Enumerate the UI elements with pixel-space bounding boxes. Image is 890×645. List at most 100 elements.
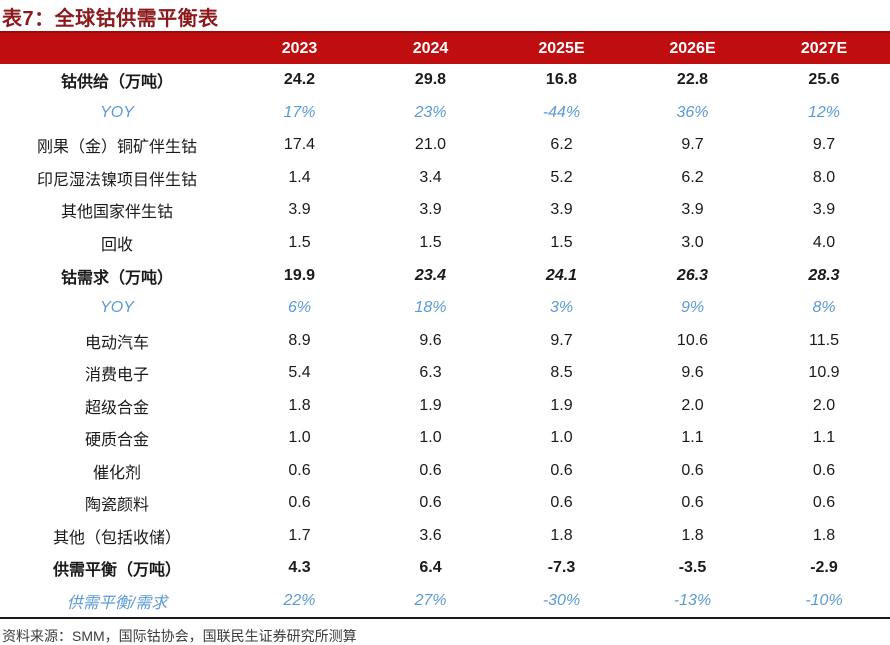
cell-value: 23.4 xyxy=(414,266,447,284)
cell-value: 1.1 xyxy=(681,429,704,447)
row-label: YOY xyxy=(100,103,134,121)
cell-value: 24.2 xyxy=(283,71,316,89)
cell-value: 1.5 xyxy=(419,234,442,251)
table-body: 钴供给（万吨） 24.2 29.8 16.8 22.8 25.6 YOY 17% 23% -44%… xyxy=(0,64,890,618)
cell-value: -10% xyxy=(805,592,843,610)
cell-value: 17% xyxy=(283,103,316,121)
row-label: 电动汽车 xyxy=(84,334,149,352)
cell-value: 1.9 xyxy=(550,396,573,414)
cell-value: 0.6 xyxy=(681,461,704,479)
cell-value: 27% xyxy=(414,592,447,610)
cell-value: 4.3 xyxy=(288,559,311,577)
table-row: 回收 1.5 1.5 1.5 3.0 4.0 xyxy=(0,227,890,260)
table-header: 2023 2024 2025E 2026E 2027E xyxy=(0,32,890,64)
table-row: 硬质合金 1.0 1.0 1.0 1.1 1.1 xyxy=(0,422,890,455)
cell-value: 1.8 xyxy=(550,526,573,544)
cell-value: -3.5 xyxy=(678,559,707,577)
cell-value: 1.8 xyxy=(681,526,704,544)
row-label: 其他国家伴生钴 xyxy=(60,204,173,222)
cell-value: 6.3 xyxy=(419,364,442,382)
column-header-2026e: 2026E xyxy=(669,39,716,57)
table-row: 超级合金 1.8 1.9 1.9 2.0 2.0 xyxy=(0,389,890,422)
cell-value: 3.4 xyxy=(419,168,442,186)
cell-value: 28.3 xyxy=(808,266,840,284)
cell-value: 1.0 xyxy=(550,429,573,447)
row-label: 印尼湿法镍项目伴生钴 xyxy=(36,171,197,189)
cell-value: 0.6 xyxy=(681,494,704,512)
cell-value: 9.7 xyxy=(812,136,836,154)
cell-value: -30% xyxy=(542,592,581,610)
cell-value: 2.0 xyxy=(812,396,836,414)
row-label: 硬质合金 xyxy=(84,432,149,450)
cell-value: 5.2 xyxy=(550,168,573,186)
row-label: 刚果（金）铜矿伴生钴 xyxy=(36,139,197,157)
cell-value: 3.9 xyxy=(550,201,573,219)
table-row: 钴供给（万吨） 24.2 29.8 16.8 22.8 25.6 xyxy=(0,64,890,97)
cell-value: 1.9 xyxy=(419,396,442,414)
corner-cell xyxy=(0,32,234,64)
source-note: 资料来源：SMM，国际钴协会，国联民生证券研究所测算 xyxy=(2,628,357,645)
cell-value: 3.9 xyxy=(812,201,836,219)
cell-value: 0.6 xyxy=(550,494,573,512)
cell-value: 9% xyxy=(680,299,705,317)
table-row: 其他国家伴生钴 3.9 3.9 3.9 3.9 3.9 xyxy=(0,194,890,227)
cell-value: 23% xyxy=(414,103,447,121)
cell-value: -7.3 xyxy=(547,559,576,577)
cell-value: 3.9 xyxy=(681,201,704,219)
cell-value: 9.6 xyxy=(419,331,442,349)
row-label: YOY xyxy=(100,299,134,317)
cell-value: 8% xyxy=(812,299,836,317)
cell-value: 0.6 xyxy=(812,461,836,479)
cell-value: 1.8 xyxy=(812,526,836,544)
table-row: 催化剂 0.6 0.6 0.6 0.6 0.6 xyxy=(0,455,890,488)
cell-value: 2.0 xyxy=(681,396,704,414)
table-row: 陶瓷颜料 0.6 0.6 0.6 0.6 0.6 xyxy=(0,487,890,520)
cell-value: 1.5 xyxy=(550,234,573,251)
cell-value: 11.5 xyxy=(809,331,839,349)
column-header-2027e: 2027E xyxy=(800,39,848,57)
column-header-2024: 2024 xyxy=(412,39,449,57)
cell-value: -13% xyxy=(673,592,712,610)
cell-value: 1.1 xyxy=(812,429,836,447)
cell-value: 22% xyxy=(283,592,316,610)
table-row: 供需平衡/需求 22% 27% -30% -13% -10% xyxy=(0,585,890,619)
cell-value: 6.4 xyxy=(419,559,442,577)
cell-value: 10.9 xyxy=(808,364,840,382)
column-header-2023: 2023 xyxy=(281,39,318,57)
cell-value: 36% xyxy=(676,103,709,121)
cell-value: 19.9 xyxy=(283,266,316,284)
table-row: 其他（包括收储） 1.7 3.6 1.8 1.8 1.8 xyxy=(0,520,890,553)
cell-value: 0.6 xyxy=(812,494,836,512)
cell-value: 12% xyxy=(807,103,841,121)
cell-value: 8.0 xyxy=(812,168,836,186)
table-row: 供需平衡（万吨） 4.3 6.4 -7.3 -3.5 -2.9 xyxy=(0,552,890,585)
row-label: 回收 xyxy=(100,237,133,254)
cell-value: 0.6 xyxy=(288,461,311,479)
cell-value: 1.0 xyxy=(288,429,311,447)
cell-value: 29.8 xyxy=(414,71,447,89)
row-label: 钴供给（万吨） xyxy=(60,74,173,92)
cell-value: 25.6 xyxy=(808,71,840,89)
cell-value: 6% xyxy=(287,299,312,317)
cobalt-balance-table: 2023 2024 2025E 2026E 2027E 钴供给（万吨） 24.2 29.8 1… xyxy=(0,31,890,620)
cell-value: 5.4 xyxy=(288,364,311,382)
cell-value: 1.4 xyxy=(288,168,311,186)
cell-value: 24.1 xyxy=(545,266,578,284)
cell-value: 8.9 xyxy=(288,331,311,349)
cell-value: 3% xyxy=(549,299,574,317)
cell-value: 21.0 xyxy=(414,136,447,154)
cell-value: 22.8 xyxy=(676,71,709,89)
row-label: 超级合金 xyxy=(84,399,149,417)
cell-value: 4.0 xyxy=(812,234,836,251)
row-label: 供需平衡（万吨） xyxy=(52,562,181,580)
row-label: 供需平衡/需求 xyxy=(66,595,168,613)
table-row: 消费电子 5.4 6.3 8.5 9.6 10.9 xyxy=(0,357,890,390)
cell-value: 26.3 xyxy=(676,266,709,284)
table-row: 电动汽车 8.9 9.6 9.7 10.6 11.5 xyxy=(0,324,890,357)
table-title: 表7：全球钴供需平衡表 xyxy=(2,8,219,30)
cell-value: 3.9 xyxy=(288,201,311,219)
cell-value: 3.0 xyxy=(681,234,704,251)
cell-value: 3.6 xyxy=(419,526,442,544)
cell-value: -44% xyxy=(542,103,581,121)
